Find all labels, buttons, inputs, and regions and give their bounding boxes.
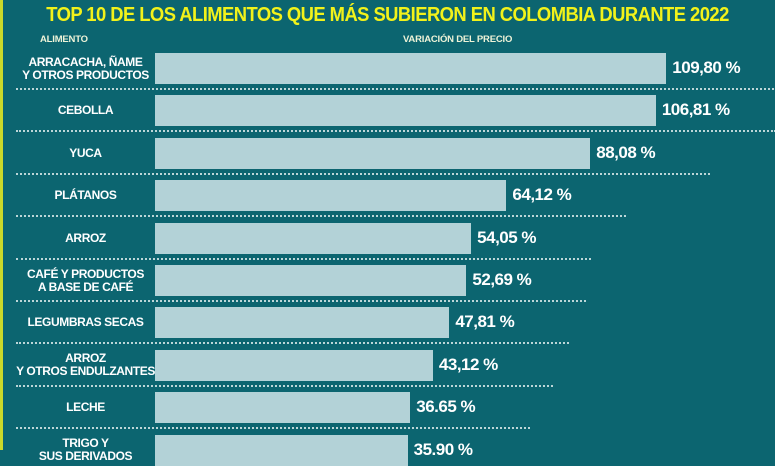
bar (155, 349, 433, 381)
row-separator (16, 342, 570, 345)
row-separator (16, 215, 627, 218)
value-label: 54,05 % (477, 227, 537, 247)
row-separator (16, 257, 592, 260)
category-label-line: TRIGO Y (62, 436, 109, 451)
category-label-line: Y OTROS PRODUCTOS (22, 67, 149, 82)
row-separator (16, 88, 775, 90)
bar (155, 53, 667, 84)
value-label: 106,81 % (661, 100, 730, 120)
value-label: 47,81 % (455, 312, 515, 332)
value-label: 64,12 % (512, 185, 572, 205)
category-label-line: ARROZ (65, 351, 106, 366)
value-label: 36.65 % (416, 397, 476, 417)
value-label: 52,69 % (472, 270, 532, 289)
category-label: LECHE (16, 392, 155, 423)
bar (155, 222, 472, 254)
bar (155, 307, 450, 339)
category-label: PLÁTANOS (16, 180, 155, 211)
category-label-line: YUCA (69, 145, 102, 160)
chart-title: TOP 10 DE LOS ALIMENTOS QUE MÁS SUBIERON… (46, 4, 729, 26)
row-separator (16, 427, 531, 430)
row-separator (16, 300, 587, 302)
bar (155, 434, 408, 466)
row-separator (16, 172, 711, 175)
category-label: LEGUMBRAS SECAS (16, 307, 155, 338)
category-label: ARRACACHA, ÑAME Y OTROS PRODUCTOS (16, 53, 155, 84)
bar (155, 95, 656, 127)
value-header: VARIACIÓN DEL PRECIO (403, 34, 513, 45)
bar (155, 392, 411, 424)
category-label-line: SUS DERIVADOS (38, 449, 133, 464)
category-header: ALIMENTO (40, 34, 88, 45)
row-separator (16, 384, 553, 387)
left-accent-line (0, 0, 3, 450)
category-label-line: ARRACACHA, ÑAME (28, 54, 143, 69)
category-label-line: PLÁTANOS (54, 188, 117, 203)
category-label-line: ARROZ (65, 230, 106, 245)
bar (155, 137, 591, 169)
value-label: 43,12 % (438, 354, 498, 374)
bar (155, 180, 507, 212)
category-label-line: LECHE (66, 400, 105, 415)
row-separator (16, 130, 775, 133)
category-label-line: CAFÉ Y PRODUCTOS (27, 266, 144, 281)
bar (155, 265, 467, 296)
value-label: 109,80 % (672, 58, 741, 77)
category-label: ARROZ (16, 223, 155, 254)
category-label: ARROZ Y OTROS ENDULZANTES (16, 350, 155, 381)
category-label-line: CEBOLLA (57, 103, 114, 118)
category-label: CAFÉ Y PRODUCTOS A BASE DE CAFÉ (16, 265, 155, 296)
category-label-line: LEGUMBRAS SECAS (27, 315, 144, 330)
category-label-line: A BASE DE CAFÉ (37, 279, 134, 294)
value-label: 88,08 % (596, 142, 656, 162)
category-label: TRIGO Y SUS DERIVADOS (16, 435, 155, 466)
category-label-line: Y OTROS ENDULZANTES (16, 364, 155, 379)
category-label: YUCA (16, 138, 155, 169)
category-label: CEBOLLA (16, 95, 155, 126)
